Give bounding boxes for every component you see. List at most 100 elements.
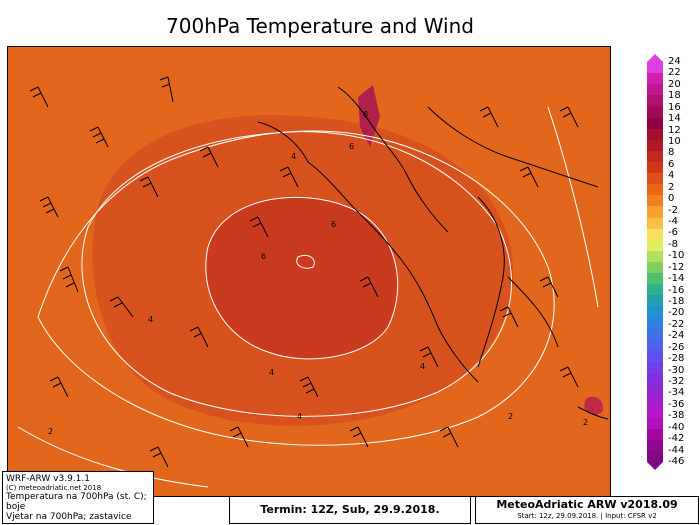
- colorbar-tick-label: 16: [668, 101, 681, 113]
- colorbar-cell: [647, 339, 663, 352]
- colorbar-tick-label: -36: [668, 398, 685, 410]
- chart-title: 700hPa Temperature and Wind: [166, 14, 474, 38]
- colorbar-tick-label: -42: [668, 433, 685, 445]
- colorbar-tick-label: -30: [668, 364, 685, 376]
- contour-label: 4: [297, 412, 302, 421]
- colorbar-cell: [647, 139, 663, 152]
- colorbar-tick-label: -10: [668, 250, 685, 262]
- temperature-contours: [17, 106, 599, 488]
- colorbar-cell: [647, 295, 663, 307]
- colorbar-tick-label: 10: [668, 136, 681, 147]
- colorbar-cell: [647, 439, 663, 452]
- run-start: Start: 12z, 29.09.2018. | Input: CFSR v2: [517, 512, 657, 520]
- contour-label: 4: [291, 152, 296, 161]
- contour-label: 4: [148, 315, 153, 324]
- colorbar-cell: [647, 228, 663, 241]
- colorbar-tick-label: 4: [668, 170, 675, 182]
- colorbar-tick-label: 14: [668, 113, 681, 125]
- colorbar-cell: [647, 206, 663, 219]
- colorbar-tick-label: -40: [668, 421, 685, 433]
- colorbar-tick-label: -14: [668, 273, 685, 285]
- contour-label: 2: [508, 412, 513, 421]
- colorbar-cell: [647, 395, 663, 407]
- colorbar-cell: [647, 417, 663, 430]
- contour-label: 8: [363, 110, 368, 119]
- colorbar-cell: [647, 62, 663, 74]
- colorbar-tick-label: -28: [668, 353, 685, 365]
- colorbar-cell: [647, 162, 663, 174]
- colorbar-tick-label: -8: [668, 238, 678, 250]
- contour-label: 2: [48, 427, 53, 436]
- colorbar-tick-label: -12: [668, 261, 685, 273]
- contour-label: 4: [269, 368, 274, 377]
- colorbar-tick-label: -20: [668, 307, 685, 319]
- colorbar-cell: [647, 84, 663, 96]
- colorbar-top-arrow: [647, 54, 663, 62]
- colorbar-cell: [647, 106, 663, 119]
- colorbar-tick-label: -44: [668, 444, 685, 456]
- colorbar-tick-label: -26: [668, 341, 685, 353]
- colorbar-cell: [647, 362, 663, 374]
- colorbar-cell: [647, 250, 663, 263]
- colorbar-tick-label: 0: [668, 193, 675, 205]
- colorbar-tick-label: 12: [668, 124, 681, 136]
- contour-label: 2: [583, 418, 588, 427]
- colorbar-tick-label: -18: [668, 296, 685, 307]
- colorbar-tick-label: 2: [668, 181, 675, 193]
- colorbar-bottom-arrow: [647, 462, 663, 470]
- map-area: 6 6 6 4 4 4 4 4 2 2 2 8: [7, 46, 611, 497]
- contour-label: 6: [261, 252, 266, 261]
- colorbar-tick-label: -34: [668, 387, 685, 399]
- colorbar-cell: [647, 128, 663, 141]
- colorbar-tick-label: -46: [668, 456, 685, 467]
- colorbar-cell: [647, 384, 663, 396]
- colorbar-tick-label: 18: [668, 90, 681, 102]
- model-info-box: WRF-ARW v3.9.1.1 (C) meteoadriatic.net 2…: [2, 471, 154, 524]
- colorbar-cell: [647, 428, 663, 441]
- colorbar-tick-label: -22: [668, 318, 685, 330]
- colorbar-cell: [647, 450, 663, 463]
- warm-peak-north: [358, 85, 380, 147]
- contour-label: 6: [349, 142, 354, 151]
- colorbar-cell: [647, 117, 663, 130]
- colorbar-cell: [647, 284, 663, 296]
- field-description-2: Vjetar na 700hPa; zastavice: [6, 512, 132, 522]
- colorbar-cell: [647, 195, 663, 207]
- colorbar-tick-label: -16: [668, 284, 685, 296]
- contour-label: 6: [331, 220, 336, 229]
- field-description-1: Temperatura na 700hPa (st. C); boje: [6, 492, 147, 512]
- colorbar-cell: [647, 406, 663, 419]
- colorbar-cell: [647, 273, 663, 285]
- brand-box: MeteoAdriatic ARW v2018.09 Start: 12z, 2…: [475, 496, 699, 524]
- colorbar-cell: [647, 262, 663, 274]
- colorbar-tick-label: -38: [668, 410, 685, 422]
- coastlines: [257, 86, 609, 420]
- colorbar-cell: [647, 150, 663, 163]
- colorbar-tick-label: -24: [668, 330, 685, 342]
- colorbar-tick-label: 24: [668, 56, 681, 67]
- valid-time: Termin: 12Z, Sub, 29.9.2018.: [229, 496, 471, 524]
- colorbar-cell: [647, 317, 663, 330]
- colorbar-cell: [647, 306, 663, 319]
- colorbar-cell: [647, 184, 663, 196]
- colorbar-cell: [647, 173, 663, 185]
- colorbar-cell: [647, 217, 663, 230]
- warm-core: [205, 197, 398, 359]
- colorbar-cell: [647, 73, 663, 85]
- brand-name: MeteoAdriatic ARW v2018.09: [496, 498, 678, 511]
- colorbar-cell: [647, 350, 663, 363]
- colorbar-cell: [647, 95, 663, 107]
- colorbar-tick-label: 20: [668, 78, 681, 90]
- warm-peak-southeast: [584, 396, 603, 415]
- map-svg: 6 6 6 4 4 4 4 4 2 2 2 8: [8, 47, 610, 496]
- colorbar-cell: [647, 239, 663, 252]
- wind-barbs: [29, 76, 579, 468]
- colorbar-tick-label: 8: [668, 147, 675, 159]
- colorbar-cell: [647, 328, 663, 341]
- colorbar-tick-label: -6: [668, 227, 678, 239]
- contour-label: 4: [420, 362, 425, 371]
- colorbar-tick-label: -32: [668, 376, 685, 387]
- colorbar-tick-label: -4: [668, 216, 678, 227]
- colorbar-tick-label: -2: [668, 204, 678, 216]
- copyright: (C) meteoadriatic.net 2018: [6, 484, 102, 492]
